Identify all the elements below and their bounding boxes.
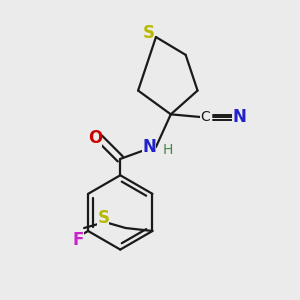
Text: O: O	[88, 129, 102, 147]
Text: F: F	[73, 232, 84, 250]
Text: C: C	[200, 110, 210, 124]
Text: H: H	[163, 143, 173, 157]
Text: N: N	[142, 138, 156, 156]
Text: N: N	[232, 108, 246, 126]
Text: S: S	[98, 208, 110, 226]
Text: S: S	[142, 25, 154, 43]
